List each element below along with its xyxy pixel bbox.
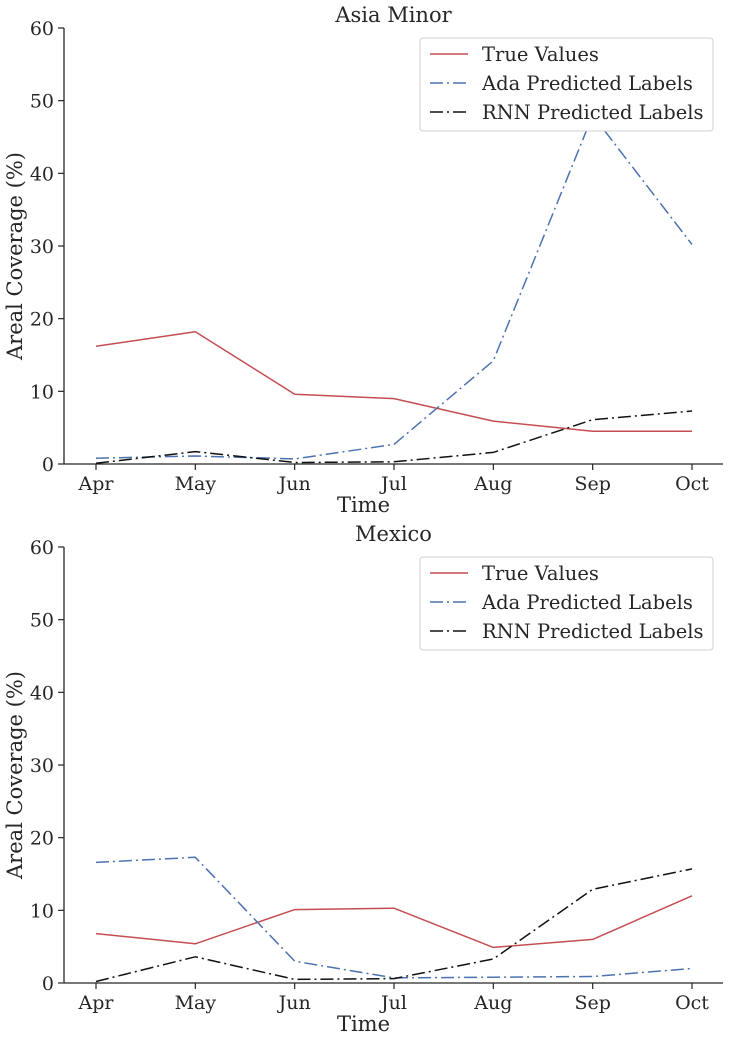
legend-label-true-values: True Values [482,43,599,66]
series-line-ada-predicted-labels [95,114,693,460]
y-tick-label: 30 [30,236,54,258]
legend-label-rnn-predicted-labels: RNN Predicted Labels [482,620,704,643]
chart-title: Asia Minor [334,3,452,27]
series-line-rnn-predicted-labels [95,410,693,465]
y-tick-label: 10 [30,900,54,922]
chart-asia-minor: Asia Minor 0 10 20 30 40 50 60 Apr May Jun Jul Aug Se… [3,3,723,517]
legend: True Values Ada Predicted Labels RNN Predi… [419,556,714,651]
legend: True Values Ada Predicted Labels RNN Predi… [419,37,714,132]
x-tick-label-jun: Jun [277,473,311,495]
y-tick-label: 20 [30,309,54,331]
x-tick-label-jul: Jul [379,992,407,1014]
x-tick-label-sep: Sep [574,992,610,1014]
series-line-true-values [95,895,693,949]
y-axis-label: Areal Coverage (%) [3,671,27,880]
x-tick-label-apr: Apr [78,473,115,495]
chart-title: Mexico [355,522,432,546]
x-tick-label-may: May [175,473,217,495]
y-tick-label: 50 [30,610,54,632]
y-tick-label: 60 [30,18,54,40]
y-tick-label: 50 [30,91,54,113]
legend-box [419,37,714,132]
series-line-true-values [95,330,692,433]
y-tick-label: 30 [30,755,54,777]
legend-box [419,556,714,651]
y-tick-label: 10 [30,381,54,403]
y-tick-label: 40 [30,163,54,185]
chart-mexico: Mexico 0 10 20 30 40 50 60 Apr May Jun Jul Aug Sep Oct… [3,522,723,1036]
x-tick-label-jun: Jun [277,992,311,1014]
series-line-rnn-predicted-labels [95,868,693,983]
x-tick-label-aug: Aug [473,473,512,495]
x-tick-label-oct: Oct [675,992,709,1014]
x-tick-label-jul: Jul [379,473,407,495]
y-tick-label: 0 [42,454,54,476]
y-tick-label: 0 [42,973,54,995]
y-tick-label: 40 [30,682,54,704]
legend-label-true-values: True Values [482,562,599,585]
x-tick-label-apr: Apr [78,992,115,1014]
x-axis-label: Time [337,493,390,517]
x-tick-label-oct: Oct [675,473,709,495]
legend-label-ada-predicted-labels: Ada Predicted Labels [481,72,693,95]
x-tick-label-may: May [175,992,217,1014]
y-tick-label: 20 [30,828,54,850]
y-axis-label: Areal Coverage (%) [3,152,27,361]
x-axis-label: Time [337,1012,390,1036]
x-tick-label-aug: Aug [473,992,512,1014]
x-tick-label-sep: Sep [574,473,610,495]
legend-label-ada-predicted-labels: Ada Predicted Labels [481,591,693,614]
y-tick-label: 60 [30,537,54,559]
legend-label-rnn-predicted-labels: RNN Predicted Labels [482,101,704,124]
series-line-ada-predicted-labels [95,856,693,979]
